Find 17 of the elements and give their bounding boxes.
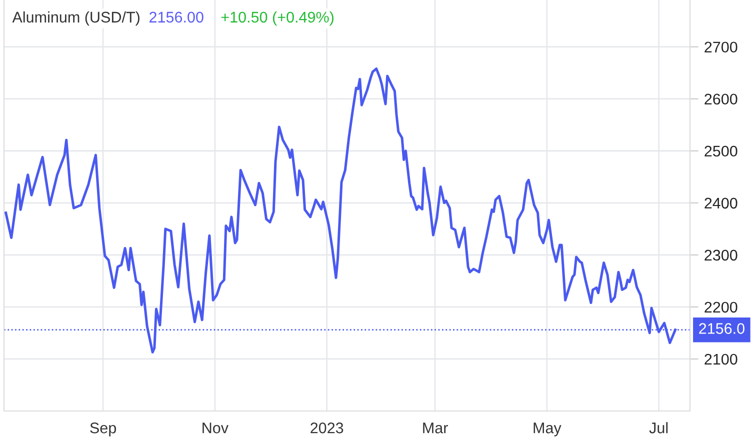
x-tick-label: May xyxy=(534,422,562,436)
text: Aluminum (USD/T) xyxy=(12,11,140,26)
x-tick-label: 2023 xyxy=(310,422,344,434)
y-tick-label: 2600 xyxy=(704,94,738,105)
x-tick-label: Nov xyxy=(202,422,228,434)
y-tick-label: 2500 xyxy=(704,146,738,157)
ref-line-label: 2156.0 xyxy=(699,323,744,334)
x-tick-label: Sep xyxy=(90,422,116,436)
annotation: 2156.00 xyxy=(150,12,204,23)
annotation: +10.50 (+0.49%) xyxy=(221,11,334,26)
y-tick-label: 2300 xyxy=(704,250,738,261)
y-tick-label: 2400 xyxy=(704,198,738,209)
x-tick-label: Jul xyxy=(649,422,668,434)
y-tick-label: 2200 xyxy=(704,302,738,313)
y-tick-label: 2100 xyxy=(704,354,738,365)
y-tick-label: 2700 xyxy=(704,42,738,53)
x-tick-label: Mar xyxy=(423,422,448,434)
